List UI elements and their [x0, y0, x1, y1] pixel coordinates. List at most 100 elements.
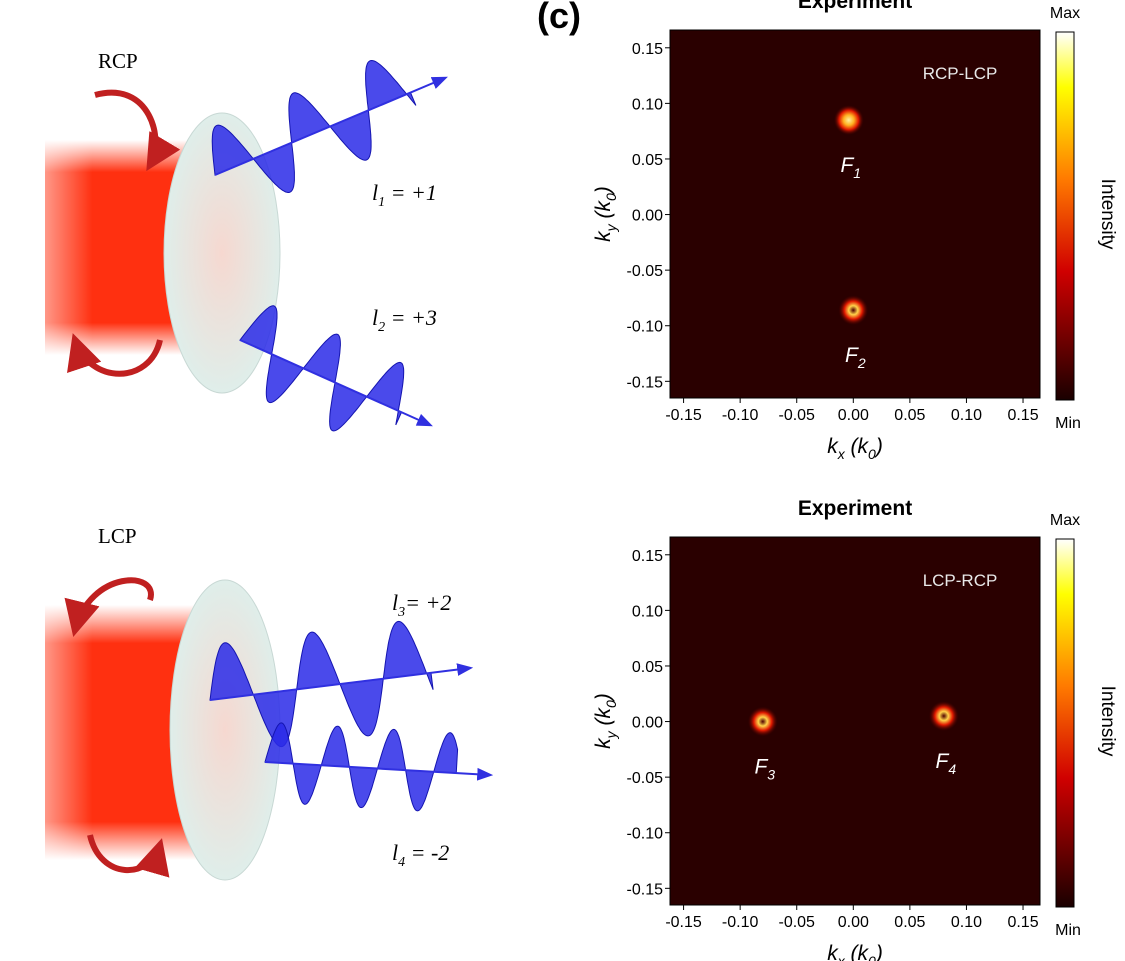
subscript: x: [837, 953, 846, 961]
rotation-arrow: [67, 333, 163, 377]
subscript: 0: [868, 953, 876, 961]
x-tick-label: -0.15: [665, 407, 702, 424]
polarization-label: LCP: [98, 524, 137, 548]
propagation-axis: [214, 76, 448, 176]
helices: [211, 59, 448, 432]
y-tick-label: 0.10: [632, 96, 663, 113]
metasurface: [169, 579, 281, 881]
illustration-lcp: LCP l3= +2 l4 = -2: [45, 524, 494, 881]
rotation-arrow: [64, 577, 154, 637]
subscript: y: [603, 730, 619, 739]
x-tick-label: 0.10: [951, 407, 982, 424]
helix: [239, 305, 405, 432]
y-tick-label: -0.05: [627, 263, 664, 280]
colorbar-label: Intensity: [1097, 179, 1118, 250]
propagation-axis: [264, 761, 494, 781]
y-tick-label: 0.15: [632, 41, 663, 58]
x-tick-label: -0.10: [722, 914, 759, 931]
plot-background: [669, 536, 1041, 906]
helices: [209, 620, 494, 812]
label-part: F: [936, 750, 950, 773]
label-part: k: [592, 230, 615, 242]
x-tick-label: 0.00: [838, 407, 869, 424]
subscript: 0: [868, 446, 876, 462]
x-tick-label: 0.15: [1007, 914, 1038, 931]
propagation-axis: [239, 339, 433, 427]
mode-label: l3= +2: [392, 590, 451, 620]
y-tick-label: 0.10: [632, 603, 663, 620]
subscript: 0: [603, 700, 619, 708]
x-axis-label: kx (k0): [827, 435, 883, 462]
label-part: k: [592, 737, 615, 749]
x-tick-label: 0.10: [951, 914, 982, 931]
colorbar: [1055, 538, 1075, 908]
label-part: F: [840, 154, 854, 177]
annotation: RCP-LCP: [923, 64, 998, 83]
illustration-rcp: RCP l1 = +1 l2 = +3: [45, 49, 448, 432]
label-part: (k: [845, 942, 870, 961]
subscript: 4: [948, 761, 956, 777]
spot-label: F3: [754, 756, 775, 783]
x-tick-label: -0.15: [665, 914, 702, 931]
colorbar-min: Min: [1055, 922, 1081, 939]
annotation: LCP-RCP: [923, 571, 998, 590]
colorbar-max: Max: [1050, 512, 1080, 529]
y-tick-label: 0.15: [632, 548, 663, 565]
y-tick-label: 0.00: [632, 715, 663, 732]
x-tick-label: 0.00: [838, 914, 869, 931]
label-part: F: [754, 756, 768, 779]
x-axis-label: kx (k0): [827, 942, 883, 961]
label-part: ): [873, 435, 883, 458]
subscript: y: [603, 223, 619, 232]
label-part: (k: [592, 199, 615, 224]
spot: [747, 706, 778, 737]
polarization-label: RCP: [98, 49, 138, 73]
y-tick-label: 0.05: [632, 659, 663, 676]
rotation-arrow: [87, 834, 170, 878]
helix: [264, 722, 459, 812]
x-tick-label: -0.05: [778, 914, 815, 931]
y-tick-label: 0.05: [632, 152, 663, 169]
mode-label: l4 = -2: [392, 840, 449, 870]
spot-label: F4: [936, 750, 957, 777]
propagation-axis: [209, 663, 474, 701]
x-tick-label: 0.15: [1007, 407, 1038, 424]
y-tick-label: -0.10: [627, 319, 664, 336]
mode-label: l2 = +3: [372, 305, 437, 335]
spot: [833, 105, 864, 136]
label-part: (k: [845, 435, 870, 458]
panel-label: (c): [537, 0, 581, 36]
y-tick-label: -0.15: [627, 881, 664, 898]
x-tick-label: 0.05: [894, 914, 925, 931]
spot-label: F1: [840, 154, 861, 181]
mode-label: l1 = +1: [372, 180, 437, 210]
y-axis-label: ky (k0): [592, 186, 619, 242]
plot-background: [669, 29, 1041, 399]
spot: [838, 295, 869, 326]
subscript: 1: [853, 165, 861, 181]
label-part: F: [845, 344, 859, 367]
chart-title: Experiment: [798, 0, 912, 13]
colorbar-max: Max: [1050, 5, 1080, 22]
x-tick-label: -0.05: [778, 407, 815, 424]
label-part: ): [592, 186, 615, 196]
colorbar: [1055, 31, 1075, 401]
rotation-arrow: [94, 89, 181, 172]
helix: [211, 59, 417, 193]
chart-title: Experiment: [798, 497, 912, 520]
colorbar-label: Intensity: [1097, 686, 1118, 757]
y-tick-label: 0.00: [632, 208, 663, 225]
label-part: ): [873, 942, 883, 961]
spot: [928, 700, 959, 731]
label-part: k: [827, 435, 839, 458]
y-axis-label: ky (k0): [592, 693, 619, 749]
label-part: ): [592, 693, 615, 703]
label-part: k: [827, 942, 839, 961]
x-tick-label: 0.05: [894, 407, 925, 424]
helix: [209, 620, 434, 748]
subscript: 2: [857, 355, 866, 371]
subscript: 0: [603, 193, 619, 201]
subscript: x: [837, 446, 846, 462]
x-tick-label: -0.10: [722, 407, 759, 424]
